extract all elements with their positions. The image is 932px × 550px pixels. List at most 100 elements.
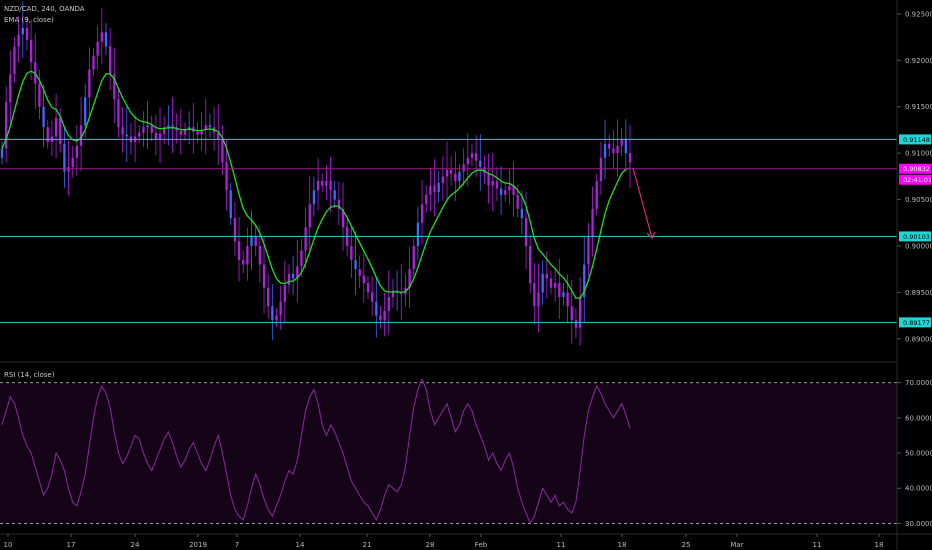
candle-body bbox=[96, 41, 99, 56]
candle-body bbox=[117, 99, 120, 128]
candle-body bbox=[308, 204, 311, 228]
candle-body bbox=[271, 306, 274, 321]
candle-body bbox=[71, 157, 74, 168]
candle-body bbox=[433, 185, 436, 193]
candle-body bbox=[38, 83, 41, 107]
rsi-legend[interactable]: RSI (14, close) bbox=[4, 371, 55, 379]
candle-body bbox=[200, 129, 203, 135]
horizontal-levels[interactable] bbox=[0, 138, 897, 323]
countdown-label: 02:41:01 bbox=[903, 176, 932, 184]
candle-body bbox=[175, 127, 178, 131]
candle-body bbox=[562, 292, 565, 298]
arrow-head bbox=[646, 231, 656, 239]
candle-body bbox=[545, 273, 548, 279]
candle-body bbox=[316, 181, 320, 191]
time-tick-label: 18 bbox=[618, 541, 627, 549]
candle-body bbox=[237, 241, 241, 260]
price-tick-label: 0.90000 bbox=[905, 242, 932, 250]
candle-body bbox=[325, 181, 328, 186]
price-tick-label: 0.90500 bbox=[905, 196, 932, 204]
candle-body bbox=[125, 134, 128, 137]
candle-body bbox=[354, 259, 357, 270]
candle-body bbox=[333, 190, 336, 200]
candle-body bbox=[549, 278, 553, 288]
candle-body bbox=[29, 39, 33, 63]
candle-body bbox=[570, 306, 573, 321]
time-tick-label: 21 bbox=[363, 541, 372, 549]
candle-body bbox=[108, 46, 112, 75]
rsi-polyline bbox=[1, 377, 631, 525]
candle-body bbox=[233, 218, 237, 242]
candle-body bbox=[491, 181, 494, 186]
candle-body bbox=[329, 181, 332, 191]
level-tag-label-2: 0.89177 bbox=[903, 319, 930, 327]
forecast-arrow[interactable] bbox=[632, 167, 656, 239]
ema-legend[interactable]: EMA (9, close) bbox=[4, 16, 54, 24]
candle-body bbox=[267, 287, 270, 307]
price-axis[interactable]: 0.91148 0.90103 0.89177 0.92500 0.92000 0.915… bbox=[897, 10, 932, 343]
candle-body bbox=[504, 190, 507, 195]
candle-body bbox=[429, 185, 432, 195]
price-tick-label: 0.92000 bbox=[905, 57, 932, 65]
candle-body bbox=[437, 182, 440, 193]
candle-body bbox=[400, 292, 403, 295]
candle-body bbox=[287, 273, 291, 285]
candle-body bbox=[441, 176, 444, 183]
candle-body bbox=[520, 208, 524, 219]
candle-body bbox=[541, 273, 544, 293]
candle-body bbox=[59, 117, 62, 144]
candle-body bbox=[608, 143, 611, 149]
candle-body bbox=[537, 292, 540, 307]
symbol-legend[interactable]: NZD/CAD, 240, OANDA bbox=[4, 5, 85, 13]
candle-body bbox=[587, 236, 590, 265]
candle-body bbox=[300, 250, 303, 267]
candle-body bbox=[458, 171, 461, 181]
time-tick-label: 7 bbox=[235, 541, 239, 549]
candle-body bbox=[142, 127, 145, 133]
candle-body bbox=[275, 315, 278, 321]
candle-body bbox=[25, 27, 29, 40]
rsi-axis[interactable]: 70.0000 60.0000 50.0000 40.0000 30.0000 bbox=[897, 379, 932, 528]
rsi-line bbox=[1, 377, 631, 525]
candle-body bbox=[387, 297, 390, 311]
level-tag-label-1: 0.90103 bbox=[903, 233, 930, 241]
candle-body bbox=[54, 117, 58, 137]
candle-body bbox=[533, 283, 536, 307]
candle-body bbox=[371, 292, 374, 302]
candle-body bbox=[362, 275, 365, 284]
candle-body bbox=[412, 245, 415, 270]
candle-body bbox=[79, 125, 83, 146]
candle-body bbox=[92, 55, 95, 70]
time-tick-label: 18 bbox=[875, 541, 884, 549]
candle-body bbox=[479, 160, 482, 168]
candle-body bbox=[499, 188, 503, 195]
arrow-shaft bbox=[632, 167, 653, 239]
candle-body bbox=[204, 125, 207, 130]
candle-body bbox=[242, 259, 245, 265]
candle-body bbox=[624, 139, 627, 154]
ema-polyline bbox=[1, 70, 631, 299]
candle-body bbox=[167, 125, 170, 128]
candle-body bbox=[375, 301, 378, 316]
candle-body bbox=[462, 164, 465, 172]
candle-body bbox=[620, 139, 623, 146]
time-tick-label: 11 bbox=[557, 541, 566, 549]
candle-body bbox=[246, 245, 249, 265]
candle-body bbox=[474, 153, 478, 161]
candle-body bbox=[262, 264, 266, 288]
candle-body bbox=[154, 132, 158, 140]
time-tick-label: 17 bbox=[67, 541, 76, 549]
candle-body bbox=[595, 181, 598, 209]
candle-body bbox=[254, 236, 257, 246]
candle-body bbox=[46, 127, 49, 143]
time-axis[interactable]: 10 17 24 2019 7 14 21 28 Feb 11 18 25 Mar 11 18 bbox=[4, 534, 884, 549]
candle-body bbox=[383, 310, 386, 321]
price-tick-label: 0.89000 bbox=[905, 335, 932, 343]
candle-body bbox=[283, 284, 286, 302]
level-tag-0 bbox=[899, 134, 931, 145]
candle-body bbox=[508, 185, 511, 191]
ema-line bbox=[1, 70, 631, 299]
rsi-tick-label: 50.0000 bbox=[905, 450, 932, 458]
candle-body bbox=[179, 130, 182, 135]
